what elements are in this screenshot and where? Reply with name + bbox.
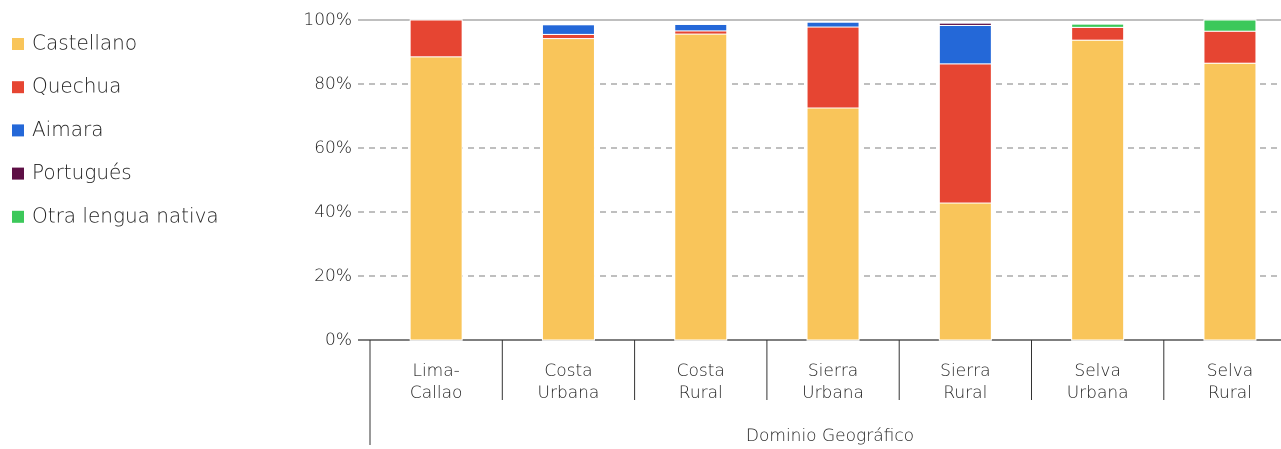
legend-label: Portugués bbox=[32, 160, 132, 184]
bar-segment bbox=[409, 56, 463, 341]
legend-label: Castellano bbox=[32, 31, 137, 55]
y-tick-label: 100% bbox=[303, 10, 352, 30]
bar-segment bbox=[938, 63, 992, 204]
bar-segment bbox=[806, 26, 860, 109]
bar-segment bbox=[938, 24, 992, 65]
x-tick-label: Costa bbox=[677, 361, 725, 381]
x-tick-label: Callao bbox=[410, 383, 463, 403]
bar-segment bbox=[806, 21, 860, 28]
bar-segment bbox=[674, 23, 728, 32]
x-tick-label: Rural bbox=[679, 383, 723, 403]
legend-label: Quechua bbox=[32, 74, 121, 98]
legend-swatch bbox=[12, 124, 24, 137]
bar-segment bbox=[938, 22, 992, 26]
bar-segment bbox=[1071, 39, 1125, 341]
x-tick-label: Urbana bbox=[1067, 383, 1129, 403]
y-tick-label: 80% bbox=[314, 74, 352, 94]
bar-segment bbox=[1203, 30, 1257, 64]
bar-segment bbox=[541, 38, 595, 341]
legend-swatch bbox=[12, 167, 24, 180]
x-tick-label: Rural bbox=[1208, 383, 1252, 403]
x-tick-label: Urbana bbox=[802, 383, 864, 403]
y-tick-label: 40% bbox=[314, 202, 352, 222]
bar-segment bbox=[674, 33, 728, 341]
y-tick-label: 20% bbox=[314, 266, 352, 286]
legend-swatch bbox=[12, 210, 24, 223]
legend-swatch bbox=[12, 38, 24, 50]
x-tick-label: Costa bbox=[544, 361, 592, 381]
x-tick-label: Sierra bbox=[940, 361, 990, 381]
bar-segment bbox=[1071, 26, 1125, 41]
x-tick-label: Urbana bbox=[538, 383, 600, 403]
legend-label: Aimara bbox=[32, 117, 103, 141]
bar-segment bbox=[541, 33, 595, 40]
x-axis-label: Dominio Geográfico bbox=[746, 426, 914, 445]
bar-segment bbox=[1203, 62, 1257, 341]
bar-segment bbox=[1203, 19, 1257, 32]
x-tick-label: Selva bbox=[1207, 361, 1253, 381]
x-tick-label: Rural bbox=[943, 383, 987, 403]
y-tick-label: 60% bbox=[314, 138, 352, 158]
y-tick-label: 0% bbox=[325, 330, 352, 350]
x-tick-label: Lima- bbox=[412, 361, 459, 381]
bar-segment bbox=[541, 24, 595, 35]
x-tick-label: Sierra bbox=[808, 361, 858, 381]
bar-segment bbox=[938, 202, 992, 341]
bar-segment bbox=[409, 19, 463, 58]
x-tick-label: Selva bbox=[1074, 361, 1120, 381]
legend-label: Otra lengua nativa bbox=[32, 203, 219, 227]
bar-segment bbox=[1071, 23, 1125, 28]
bar-segment bbox=[806, 107, 860, 341]
legend-swatch bbox=[12, 81, 24, 94]
